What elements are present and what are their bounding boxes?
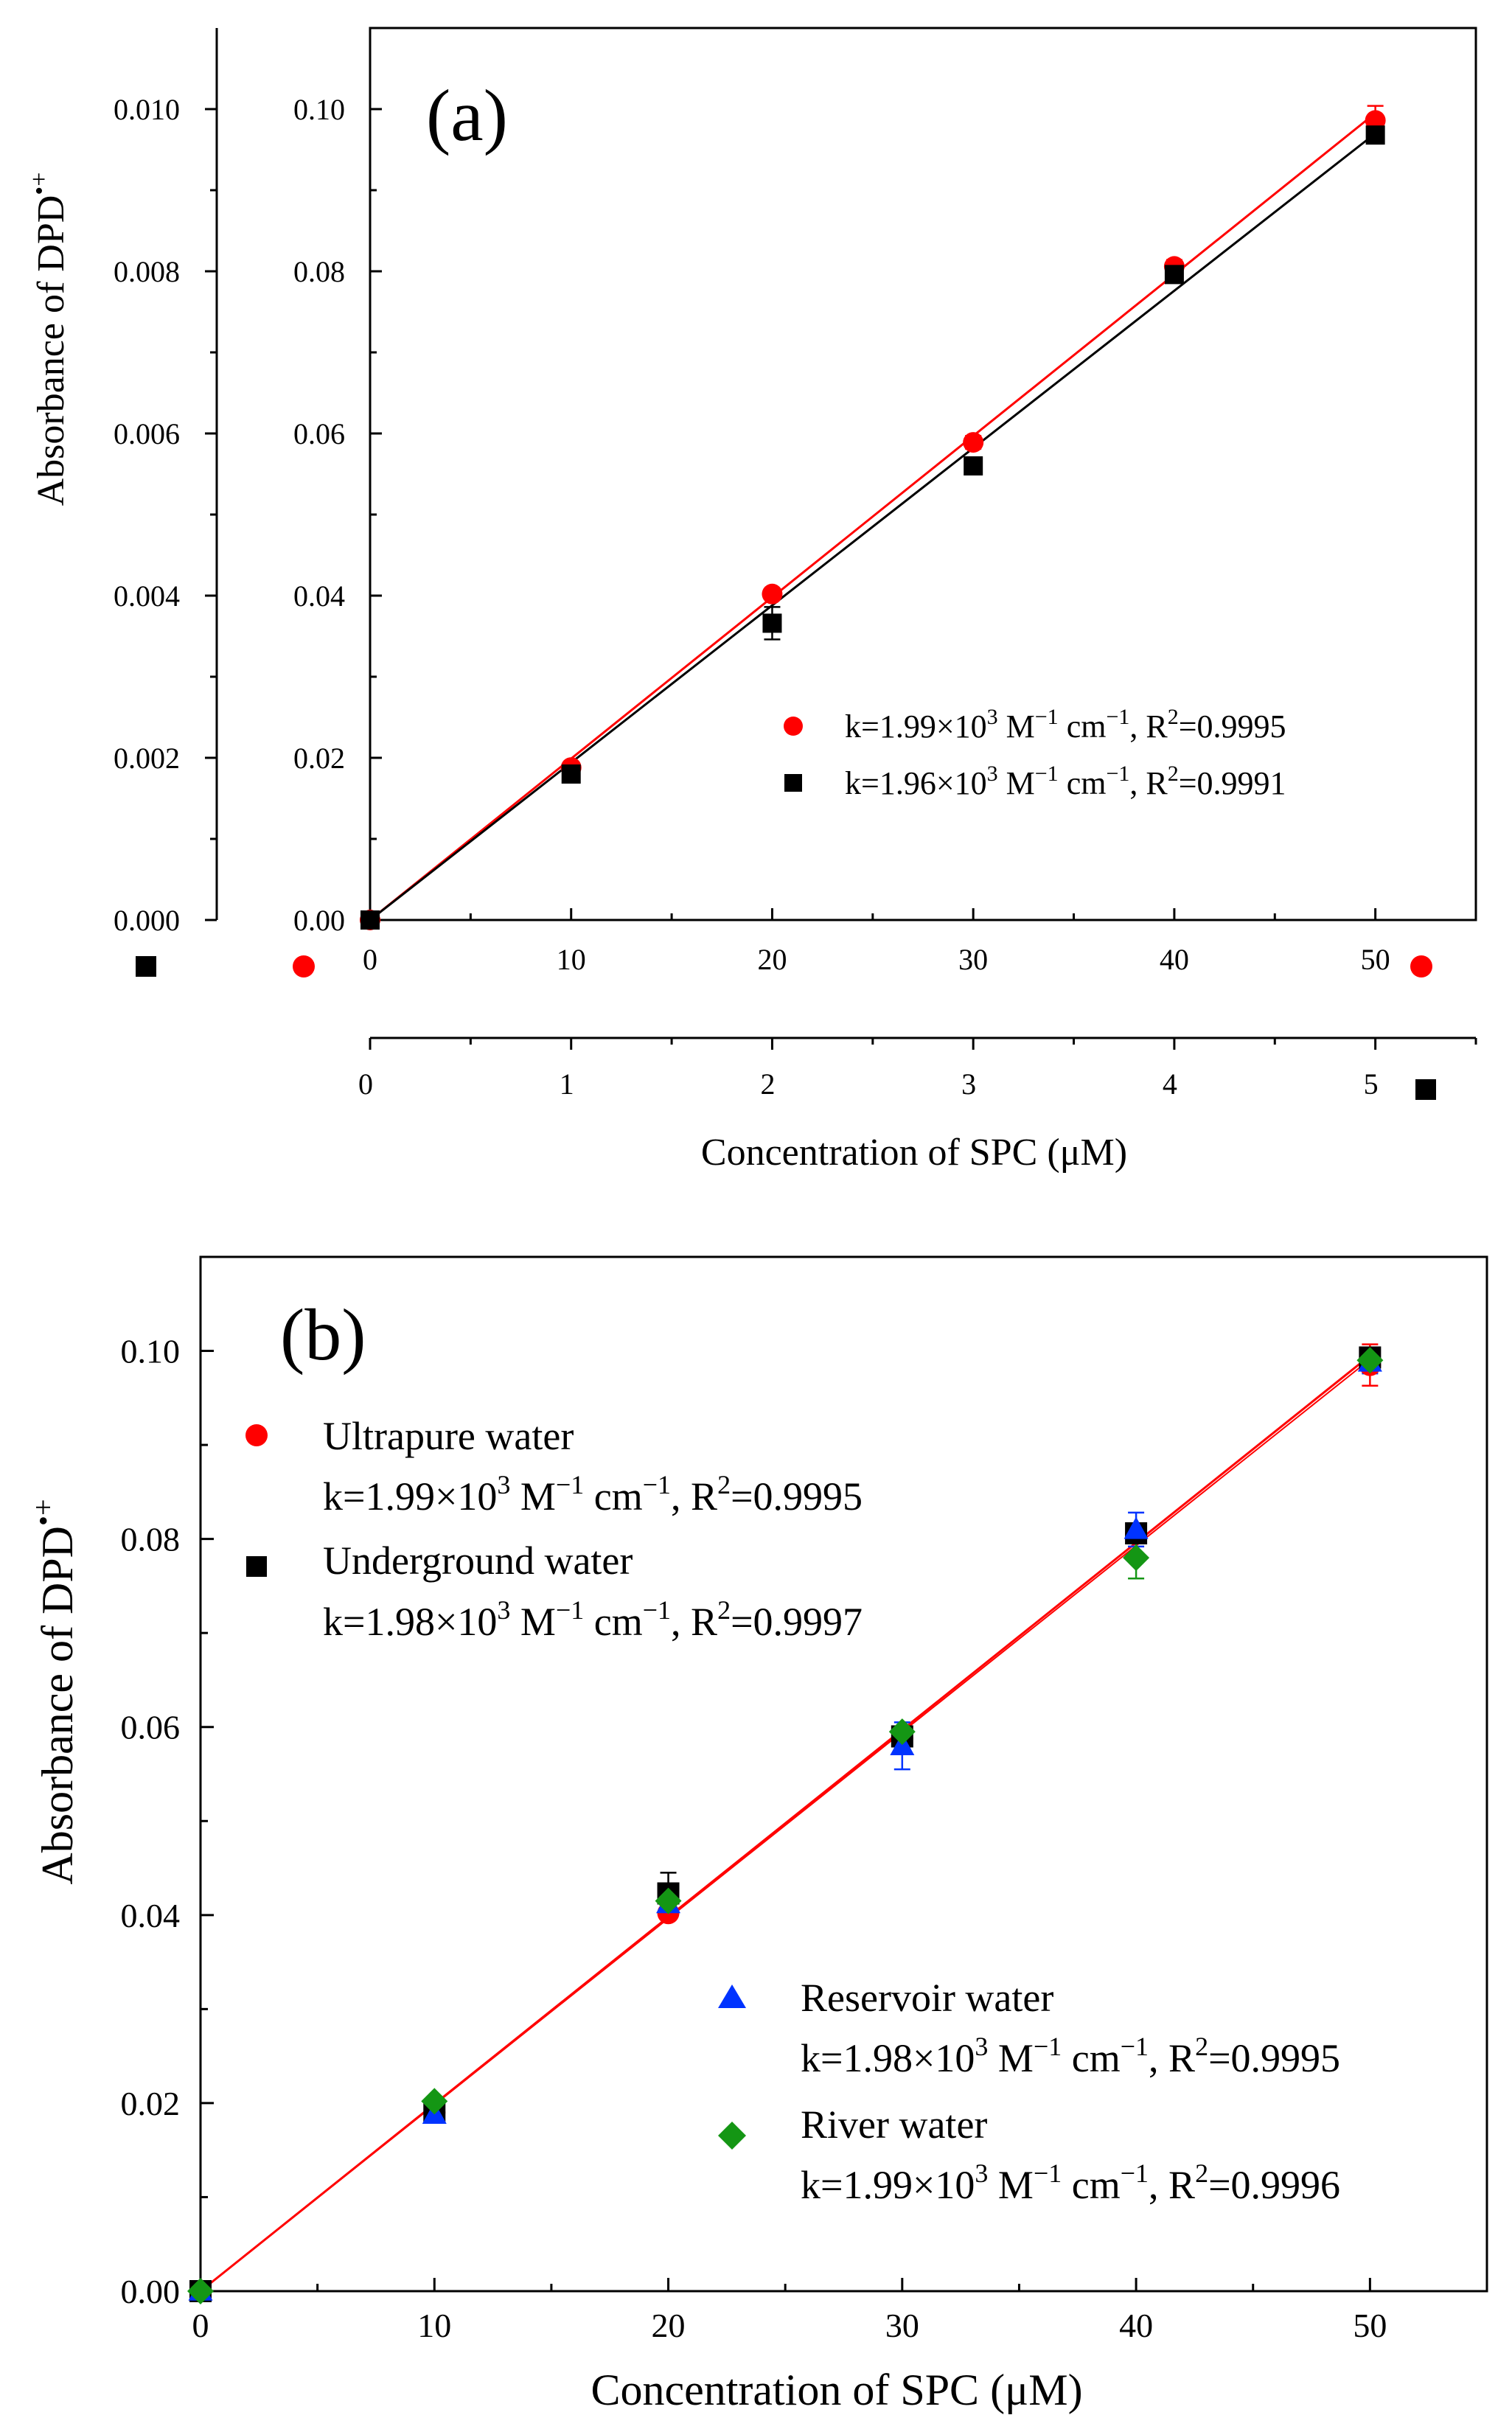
panel-b-x-tick-label: 0 [192,2307,209,2344]
panel-a-lower-x-axis-marker [1415,1079,1436,1100]
panel-a-label: (a) [426,74,508,156]
panel-b-data-points [187,1343,1384,2304]
panel-b-point-diamond [655,1887,682,1914]
panel-b-point-diamond [421,2088,448,2115]
panel-a-lower-x-tick-label: 2 [760,1067,775,1101]
panel-a-legend-marker-red [784,717,803,736]
panel-a-upper-x-axis-marker [1410,955,1432,977]
panel-b-label: (b) [280,1294,366,1376]
panel-b-y-tick-label: 0.06 [121,1709,181,1746]
panel-a-legend: k=1.99×103 M−1 cm−1, R2=0.9995 k=1.96×10… [784,705,1286,801]
panel-b-tick-labels: 0.00 0.02 0.04 0.06 0.08 0.10 0 10 20 30 40 50 [121,1333,1387,2344]
panel-a-upper-x-tick-label: 30 [958,943,988,976]
panel-b-x-tick-label: 40 [1119,2307,1153,2344]
panel-a-point-square [561,764,581,784]
panel-b-legend-stats-ultrapure: k=1.99×103 M−1 cm−1, R2=0.9995 [323,1470,863,1519]
panel-a-upper-x-tick-label: 50 [1361,943,1390,976]
panel-a-legend-marker-black [784,774,802,792]
panel-b-fit-line-secondary [200,1359,1370,2292]
panel-a-lower-x-tick-label: 5 [1364,1067,1379,1101]
panel-b-point-diamond [888,1718,916,1746]
panel-a-outer-y-tick-label: 0.002 [114,742,180,775]
panel-a-point-square [762,613,782,633]
panel-a-outer-y-tick-label: 0.000 [114,904,180,937]
panel-a-y-axis-title: Absorbance of DPD•+ [26,172,72,506]
panel-a-point-circle [762,583,783,604]
panel-a-outer-y-tick-label: 0.006 [114,417,180,450]
panel-a-point-square [1365,125,1385,145]
panel-a-inner-y-tick-label: 0.04 [293,579,345,613]
panel-a-point-square [360,910,380,930]
panel-a-lower-x-tick-label: 1 [560,1067,574,1101]
panel-a-inner-y-tick-label: 0.02 [293,742,345,775]
panel-a-lower-x-tick-label: 0 [358,1067,373,1101]
panel-a-point-square [964,456,983,475]
panel-b-y-tick-label: 0.10 [121,1333,181,1370]
panel-b-point-triangle [1123,1516,1149,1539]
panel-a-inner-y-tick-label: 0.00 [293,904,345,937]
panel-b-point-diamond [1123,1544,1150,1572]
panel-b-y-tick-label: 0.02 [121,2085,181,2122]
panel-a: 0.00 0.02 0.04 0.06 0.08 0.10 0.000 0.002 0.004 0… [26,27,1477,1174]
panel-b-legend-marker-river [718,2122,746,2150]
panel-a-upper-x-tick-label: 40 [1160,943,1189,976]
panel-b-point-diamond [1356,1347,1384,1374]
panel-a-point-square [1164,265,1184,285]
panel-a-upper-x-tick-label: 10 [557,943,586,976]
panel-b-legend-stats-underground: k=1.98×103 M−1 cm−1, R2=0.9997 [323,1595,863,1644]
panel-b-x-tick-label: 30 [885,2307,919,2344]
panel-b-y-tick-label: 0.04 [121,1897,181,1934]
panel-b-legend-name-river: River water [801,2102,987,2147]
panel-b-x-tick-label: 10 [417,2307,451,2344]
panel-b-y-tick-label: 0.00 [121,2273,181,2310]
panel-a-inner-y-tick-label: 0.10 [293,93,345,126]
panel-b: 0.000.020.040.060.080.100 10 20 30 40 50 (b) … [27,1255,1488,2414]
panel-a-upper-x-tick-label: 0 [363,943,377,976]
panel-a-point-circle [963,432,984,453]
panel-b-y-axis-title: Absorbance of DPD•+ [27,1499,82,1884]
panel-b-point-diamond [187,2278,214,2304]
panel-b-x-axis-title: Concentration of SPC (μM) [590,2366,1082,2414]
panel-b-legend-upper: Ultrapure water k=1.99×103 M−1 cm−1, R2=… [245,1414,863,1644]
panel-b-plot-frame [199,1255,1488,2293]
panel-b-fit-lines [200,1354,1371,2293]
panel-a-upper-x-tick-label: 20 [757,943,787,976]
panel-a-outer-y-tick-label: 0.010 [114,93,180,126]
panel-b-legend-name-ultrapure: Ultrapure water [323,1414,574,1458]
panel-a-fit-line-square [369,132,1376,921]
panel-a-legend-text-black: k=1.96×103 M−1 cm−1, R2=0.9991 [845,762,1286,801]
panel-b-legend-marker-underground [246,1556,267,1577]
panel-a-x-axis-title: Concentration of SPC (μM) [701,1132,1127,1174]
panel-b-legend-name-reservoir: Reservoir water [801,1976,1053,2020]
panel-b-legend-marker-reservoir [718,1984,746,2008]
panel-b-legend-stats-reservoir: k=1.98×103 M−1 cm−1, R2=0.9995 [801,2032,1340,2080]
panel-a-fit-line-circle [369,112,1376,921]
panel-a-inner-y-axis-marker [293,955,315,977]
panel-a-outer-y-axis-marker [136,956,156,977]
panel-b-legend-marker-ultrapure [245,1424,268,1446]
panel-a-outer-y-tick-label: 0.008 [114,255,180,288]
panel-a-plot-frame [369,27,1477,921]
panel-a-data-points [360,105,1386,930]
panel-b-y-tick-label: 0.08 [121,1521,181,1558]
panel-a-inner-y-tick-label: 0.08 [293,255,345,288]
panel-a-inner-y-tick-label: 0.06 [293,417,345,450]
panel-b-legend-lower: Reservoir water k=1.98×103 M−1 cm−1, R2=… [718,1976,1340,2207]
panel-b-tick-marks [199,1255,1488,2293]
panel-a-tick-marks [205,108,1477,1050]
panel-b-x-tick-label: 20 [652,2307,686,2344]
panel-b-x-tick-label: 50 [1353,2307,1387,2344]
panel-a-axis-markers [136,955,1436,1100]
panel-a-lower-x-tick-label: 3 [961,1067,976,1101]
panel-a-lower-x-tick-label: 4 [1163,1067,1177,1101]
panel-b-legend-stats-river: k=1.99×103 M−1 cm−1, R2=0.9996 [801,2158,1340,2207]
panel-a-outer-y-tick-label: 0.004 [114,579,180,613]
panel-b-legend-name-underground: Underground water [323,1538,633,1583]
panel-a-legend-text-red: k=1.99×103 M−1 cm−1, R2=0.9995 [845,705,1286,745]
panel-a-tick-labels: 0.00 0.02 0.04 0.06 0.08 0.10 0.000 0.002 0.004 0… [114,93,1390,1101]
panel-a-fit-lines [369,112,1376,921]
